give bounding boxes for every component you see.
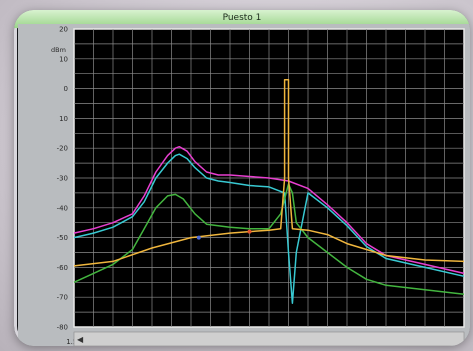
- y-tick-label: 10: [59, 55, 68, 63]
- y-tick-label: -40: [57, 204, 68, 212]
- horizontal-scrollbar[interactable]: [73, 331, 465, 346]
- window-title: Puesto 1: [222, 13, 262, 23]
- y-tick-label: 10: [59, 115, 68, 123]
- trace-marker-1: [196, 235, 201, 240]
- y-tick-label: -70: [57, 294, 68, 302]
- scroll-left-arrow[interactable]: ◀: [77, 335, 84, 344]
- y-tick-label: -50: [57, 234, 68, 242]
- y-axis-unit-label: dBm: [51, 46, 66, 54]
- y-tick-label: -30: [57, 175, 68, 183]
- y-tick-label: -20: [57, 145, 68, 153]
- y-tick-label: 20: [59, 26, 68, 34]
- series-line-3: [73, 183, 465, 295]
- y-tick-label: 0: [64, 85, 68, 93]
- trace-marker-2: [247, 229, 252, 234]
- series-line-2: [73, 153, 465, 304]
- y-tick-label: -80: [57, 324, 68, 332]
- series-line-1: [73, 145, 465, 275]
- y-tick-label: -60: [57, 264, 68, 272]
- window-title-bar: Puesto 1: [14, 10, 470, 28]
